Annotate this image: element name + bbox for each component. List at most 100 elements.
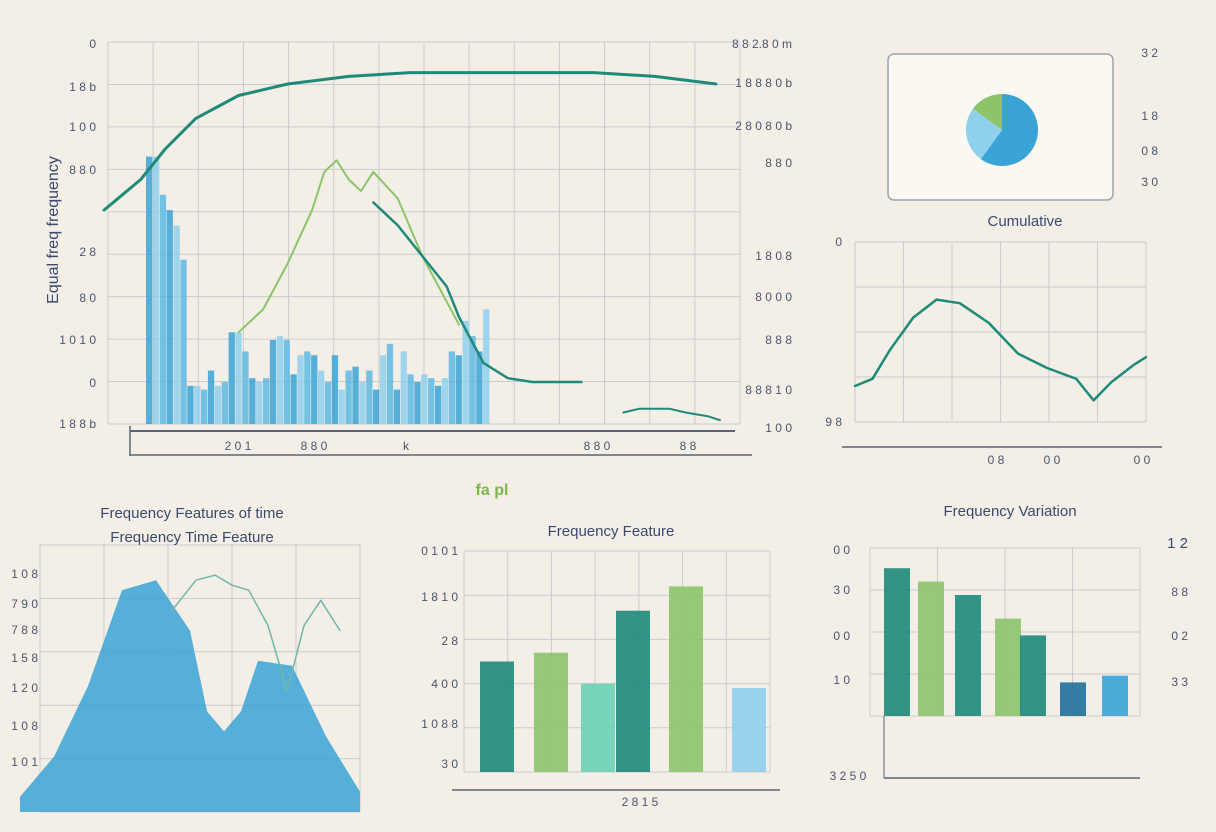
- main-right-tick-label: 8 0 0 0: [755, 290, 792, 304]
- bottom-mid-bar: [581, 683, 615, 772]
- pie-side-label: 3 2: [1141, 46, 1158, 60]
- main-bar: [166, 210, 173, 424]
- main-right-tick-label: 8 8 8: [765, 333, 792, 347]
- main-x-tick-label: 8 8: [680, 439, 697, 453]
- bottom-right-bar: [1102, 675, 1128, 716]
- main-bar: [221, 382, 228, 424]
- bottom-right-bar: [1020, 635, 1046, 716]
- main-left-tick-label: 2 8: [79, 245, 96, 259]
- main-bar: [435, 385, 442, 424]
- bottom-right-left-label: 0 0: [833, 629, 850, 643]
- main-left-tick-label: 1 8 b: [69, 80, 96, 94]
- main-bar: [242, 351, 249, 424]
- main-bar: [345, 370, 352, 424]
- main-bar: [159, 194, 167, 424]
- main-grid: [107, 41, 741, 425]
- pie-slice: [965, 108, 1002, 160]
- main-bar: [173, 225, 180, 424]
- main-bar: [400, 351, 407, 424]
- main-bar: [373, 389, 380, 424]
- main-left-tick-label: 1 0 0: [69, 120, 96, 134]
- main-bar: [324, 382, 332, 424]
- bottom-left-label: 1 0 1: [11, 755, 38, 769]
- small-line-grid: [854, 241, 1147, 423]
- bottom-mid-label: 3 0: [441, 757, 458, 771]
- main-left-tick-label: 0: [89, 376, 96, 390]
- main-bar: [428, 378, 435, 424]
- logo-mark: fa pl: [476, 482, 509, 499]
- pie-slice: [972, 94, 1002, 130]
- main-bar: [421, 374, 428, 424]
- main-bar: [407, 374, 414, 424]
- bottom-left-label: 1 5 8: [11, 651, 38, 665]
- text-layer: Equal freq frequency fa pl Cumulative Fr…: [11, 37, 1188, 809]
- main-right-tick-label: 2 8 0 8 0 b: [735, 119, 792, 133]
- bottom-right-bar: [1060, 682, 1086, 716]
- pie-side-label: 1 8: [1141, 109, 1158, 123]
- main-bar: [469, 336, 476, 424]
- main-bar: [379, 355, 387, 424]
- bottom-mid-bar: [534, 652, 568, 772]
- main-teal-line: [102, 71, 718, 212]
- bottom-mid-label: 4 0 0: [431, 677, 458, 691]
- bottom-left-title-1: Frequency Features of time: [100, 505, 283, 522]
- bottom-left-label: 1 2 0: [11, 681, 38, 695]
- main-bar: [146, 156, 153, 424]
- main-bar: [201, 389, 208, 424]
- bottom-left-label: 1 0 8: [11, 719, 38, 733]
- main-bar: [187, 385, 194, 424]
- main-bar: [476, 351, 483, 424]
- bottom-right-title: Frequency Variation: [943, 503, 1076, 520]
- main-right-tick-label: 1 0 0: [765, 421, 792, 435]
- small-line-bottom-label: 0 0: [1044, 453, 1061, 467]
- main-bar: [297, 355, 304, 424]
- main-x-tick-label: k: [403, 439, 410, 453]
- bottom-left-label: 7 9 0: [11, 597, 38, 611]
- main-bar: [331, 355, 339, 424]
- bottom-right-bar: [918, 581, 944, 716]
- pie-caption: Cumulative: [987, 213, 1062, 230]
- main-bar: [180, 259, 187, 424]
- main-bar: [393, 389, 400, 424]
- main-bar: [483, 309, 490, 424]
- pie-side-label: 3 0: [1141, 175, 1158, 189]
- main-left-tick-label: 0: [89, 37, 96, 51]
- small-line-bottom-label: 0 0: [1134, 453, 1151, 467]
- main-bar: [462, 320, 469, 424]
- main-bar: [256, 382, 263, 424]
- main-right-tick-label: 8 8 8 1 0: [745, 383, 792, 397]
- main-bar: [249, 378, 256, 424]
- main-bar: [386, 343, 394, 424]
- bottom-left-label: 7 8 8: [11, 623, 38, 637]
- small-line: [853, 298, 1148, 402]
- bottom-left-line: [171, 574, 341, 692]
- pie-side-label: 0 8: [1141, 144, 1158, 158]
- bottom-mid-bar: [732, 688, 766, 772]
- bottom-mid-bar: [669, 586, 703, 772]
- main-bar: [276, 336, 283, 424]
- main-flat-line: [622, 407, 721, 422]
- main-green-line: [237, 159, 460, 334]
- main-bar: [304, 351, 311, 424]
- main-y-axis-label: Equal freq frequency: [45, 156, 62, 304]
- main-bar: [318, 370, 325, 424]
- main-x-tick-label: 8 8 0: [301, 439, 328, 453]
- bottom-right-right-label: 8 8: [1171, 585, 1188, 599]
- bottom-mid-label: 0 1 0 1: [421, 544, 458, 558]
- bottom-mid-title: Frequency Feature: [548, 523, 675, 540]
- main-bar: [448, 351, 455, 424]
- main-bar: [228, 332, 235, 424]
- small-line-bottom-label: 0 8: [988, 453, 1005, 467]
- bottom-mid-label: 1 8 1 0: [421, 590, 458, 604]
- bottom-right-right-label: 1 2: [1167, 535, 1188, 552]
- bottom-mid-label: 1 0 8 8: [421, 717, 458, 731]
- pie-slice: [980, 94, 1038, 166]
- bottom-right-bottom-label: 3 2 5 0: [830, 769, 867, 783]
- bottom-mid-bar: [480, 661, 514, 772]
- bottom-right-left-label: 0 0: [833, 543, 850, 557]
- bottom-right-right-label: 0 2: [1171, 629, 1188, 643]
- main-x-tick-label: 2 0 1: [225, 439, 252, 453]
- main-bar: [269, 340, 277, 424]
- main-bar: [359, 382, 366, 424]
